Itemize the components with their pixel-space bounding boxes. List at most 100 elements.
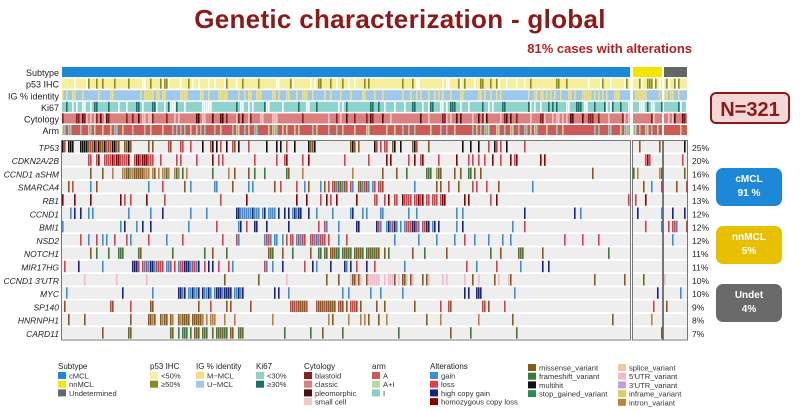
alteration-cell — [356, 300, 358, 313]
alteration-cell — [304, 300, 306, 313]
alteration-cell — [164, 167, 166, 180]
track-cell — [416, 78, 418, 89]
alteration-cell — [150, 154, 152, 166]
alteration-cell — [72, 141, 74, 153]
alteration-cell — [198, 260, 200, 273]
alteration-cell — [168, 167, 170, 180]
alteration-cell — [300, 207, 302, 219]
alteration-cell — [222, 287, 224, 299]
legend-swatch — [150, 380, 158, 388]
alteration-cell — [336, 247, 338, 259]
alteration-cell — [408, 154, 410, 166]
alteration-cell — [500, 247, 502, 259]
alteration-cell — [440, 180, 442, 193]
track-cell — [442, 113, 444, 124]
alteration-cell — [134, 154, 136, 166]
legend-swatch — [58, 389, 66, 397]
alteration-cell — [90, 154, 92, 166]
badge-undet-name: Undet — [734, 290, 764, 301]
alteration-cell — [140, 154, 142, 166]
track-cell — [236, 78, 238, 89]
track-cell — [126, 101, 128, 112]
track-cell — [168, 78, 170, 89]
track-label: Ki67 — [41, 103, 59, 113]
alteration-cell — [110, 154, 112, 166]
alteration-cell — [234, 141, 236, 153]
track-cell — [502, 101, 504, 112]
track-cell — [324, 90, 326, 101]
alteration-cell — [366, 207, 368, 219]
alteration-cell — [322, 234, 324, 246]
track-cell — [645, 125, 647, 136]
alteration-cell — [402, 194, 404, 206]
alteration-cell — [192, 260, 194, 273]
alteration-cell — [478, 154, 480, 166]
alteration-cell — [442, 194, 444, 206]
alteration-cell — [232, 260, 234, 273]
alteration-cell — [190, 141, 192, 153]
alteration-cell — [124, 141, 126, 153]
track-cell — [659, 78, 661, 89]
track-cell — [620, 125, 622, 136]
gene-label: CCND1 — [30, 209, 60, 219]
track-cell — [678, 101, 680, 112]
alteration-cell — [360, 247, 362, 259]
alteration-cell — [226, 300, 228, 313]
alteration-cell — [142, 220, 144, 233]
alteration-cell — [182, 287, 184, 299]
alteration-cell — [242, 207, 244, 219]
alteration-cell — [64, 141, 66, 153]
alteration-cell — [264, 234, 266, 246]
alteration-cell — [396, 220, 398, 233]
alteration-cell — [312, 234, 314, 246]
alteration-cell — [218, 327, 220, 339]
alteration-cell — [160, 154, 162, 166]
alteration-cell — [196, 260, 198, 273]
track-cell — [150, 125, 152, 136]
alteration-cell — [126, 154, 128, 166]
alteration-cell — [390, 274, 392, 286]
alteration-cell — [396, 194, 398, 206]
track-cell — [402, 90, 404, 101]
track-cell — [220, 125, 222, 136]
alteration-cell — [292, 247, 294, 259]
alteration-cell — [210, 313, 212, 326]
alteration-cell — [152, 260, 154, 273]
alteration-cell — [224, 287, 226, 299]
alteration-cell — [218, 154, 220, 166]
alteration-cell — [124, 167, 126, 180]
track-cell — [592, 113, 594, 124]
alteration-cell — [468, 287, 470, 299]
alteration-cell — [198, 300, 200, 313]
alteration-cell — [374, 274, 376, 286]
track-cell — [639, 90, 641, 101]
track-cell — [210, 101, 212, 112]
track-cell — [684, 113, 686, 124]
track-cell — [464, 78, 466, 89]
alteration-cell — [378, 313, 380, 326]
alteration-cell — [382, 167, 384, 180]
alteration-cell — [136, 220, 138, 233]
track-cell — [668, 113, 670, 124]
alteration-cell — [422, 274, 424, 286]
track-cell — [242, 78, 244, 89]
alteration-cell — [446, 274, 448, 286]
alteration-cell — [140, 167, 142, 180]
alteration-cell — [142, 154, 144, 166]
alteration-cell — [280, 180, 282, 193]
track-cell — [643, 101, 645, 112]
track-cell — [672, 113, 674, 124]
alteration-cell — [310, 141, 312, 153]
alteration-cell — [394, 141, 396, 153]
gene-label: CARD11 — [26, 329, 59, 339]
alteration-cell — [220, 327, 222, 339]
gene-row-bg — [664, 327, 687, 339]
track-cell — [176, 125, 178, 136]
track-cell — [248, 125, 250, 136]
alteration-cell — [354, 300, 356, 313]
alteration-cell — [659, 167, 661, 180]
alteration-cell — [316, 234, 318, 246]
alteration-cell — [376, 141, 378, 153]
alteration-cell — [196, 327, 198, 339]
alteration-cell — [126, 234, 128, 246]
